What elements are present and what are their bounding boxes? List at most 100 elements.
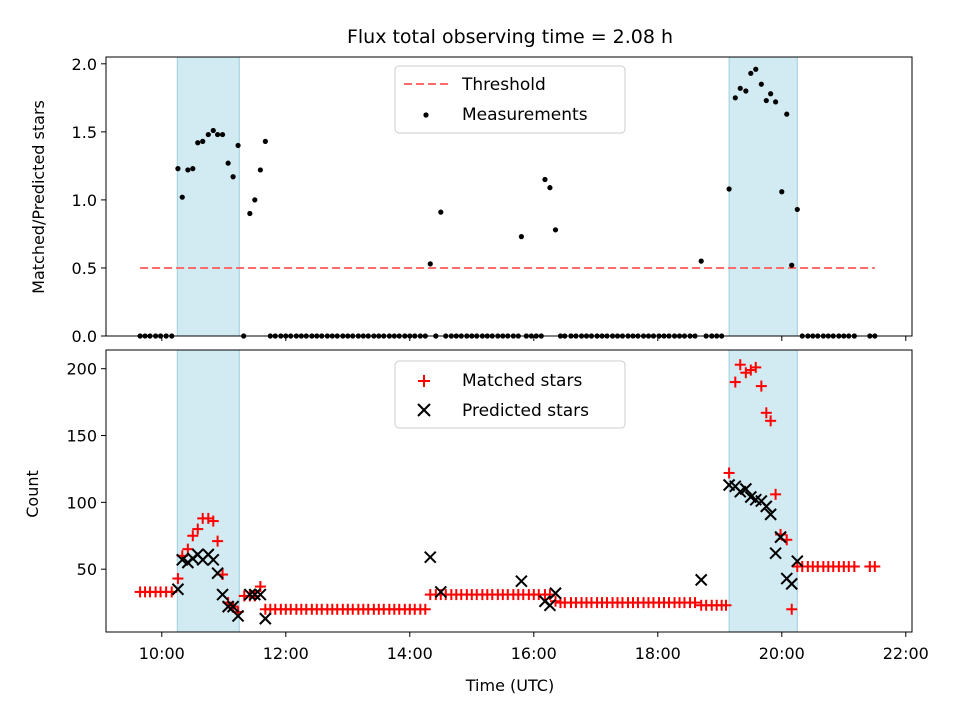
measurement-point	[427, 261, 433, 267]
measurement-point	[748, 70, 754, 76]
y-tick-label: 200	[66, 360, 97, 379]
legend-predicted-marker	[417, 403, 431, 417]
measurement-point	[200, 138, 206, 144]
measurement-point	[789, 262, 795, 268]
measurement-point	[225, 160, 231, 166]
x-tick-label: 10:00	[139, 644, 185, 663]
measurement-point	[768, 91, 774, 97]
measurement-point	[547, 185, 553, 191]
bottom-y-ticks: 50 100 150 200	[66, 360, 106, 579]
predicted-star-point	[171, 583, 185, 596]
y-tick-label: 50	[77, 560, 97, 579]
top-y-axis-label: Matched/Predicted stars	[29, 100, 48, 294]
chart-title: Flux total observing time = 2.08 h	[347, 26, 673, 48]
matched-star-point	[550, 595, 561, 607]
predicted-star-point	[549, 587, 562, 600]
y-tick-label: 0.0	[72, 327, 97, 346]
measurement-point	[185, 167, 191, 173]
measurement-point	[175, 166, 181, 172]
predicted-star-point	[434, 585, 448, 599]
measurement-point	[542, 176, 548, 183]
measurement-point	[552, 227, 559, 233]
y-tick-label: 0.5	[72, 259, 97, 278]
x-tick-label: 20:00	[759, 644, 805, 663]
matched-star-point	[770, 488, 782, 500]
measurement-point	[252, 197, 258, 203]
x-tick-label: 18:00	[635, 644, 681, 663]
bottom-panel: 10:00 12:00 14:00 16:00 18:00 20:00 22:00 50 10…	[23, 349, 929, 695]
predicted-star-point	[211, 566, 224, 580]
predicted-star-point	[791, 554, 804, 568]
predicted-star-point	[785, 577, 798, 591]
shaded-interval	[728, 56, 798, 337]
predicted-star-point	[739, 482, 753, 496]
measurement-point	[698, 258, 704, 264]
matched-star-point	[172, 573, 184, 585]
matched-star-point	[723, 467, 735, 479]
measurement-point	[205, 131, 211, 138]
measurement-point	[758, 81, 764, 87]
measurement-point	[247, 210, 253, 217]
legend-measurements-marker	[423, 112, 429, 118]
y-tick-label: 100	[66, 493, 97, 512]
bottom-shaded-intervals	[176, 349, 798, 633]
matched-star-point	[419, 603, 431, 615]
matched-star-point	[192, 523, 204, 535]
top-panel: 0.00.51.01.52.0 Matched/Predicted stars …	[29, 55, 913, 346]
measurement-point	[438, 209, 444, 215]
legend-threshold-label: Threshold	[461, 75, 546, 95]
predicted-star-point	[254, 588, 267, 601]
predicted-star-point	[248, 588, 262, 601]
measurement-point	[219, 131, 226, 138]
predicted-star-point	[424, 550, 437, 564]
predicted-star-point	[769, 546, 782, 560]
measurement-point	[784, 111, 790, 117]
predicted-stars-points	[171, 478, 804, 625]
y-tick-label: 150	[66, 427, 97, 446]
shaded-interval	[176, 56, 240, 337]
legend-matched-label: Matched stars	[462, 371, 582, 391]
measurement-point	[215, 131, 221, 138]
y-tick-label: 1.0	[72, 191, 97, 210]
matched-star-point	[212, 535, 224, 547]
measurement-point	[753, 66, 759, 72]
matched-star-point	[720, 599, 732, 611]
matched-star-point	[765, 415, 777, 427]
matched-star-point	[750, 361, 762, 373]
matched-star-point	[207, 515, 219, 527]
y-tick-label: 2.0	[72, 55, 97, 74]
measurement-point	[773, 99, 779, 105]
measurement-point	[732, 95, 738, 101]
matched-star-point	[729, 376, 741, 388]
measurement-point	[737, 85, 743, 91]
predicted-star-point	[764, 508, 777, 521]
predicted-star-point	[259, 612, 272, 625]
top-y-ticks: 0.0 0.5 1.0 1.5 2.0	[72, 55, 106, 346]
measurement-point	[794, 206, 800, 213]
measurement-point	[190, 166, 196, 172]
legend-measurements-label: Measurements	[462, 105, 588, 125]
top-legend-box	[394, 65, 626, 134]
predicted-star-point	[231, 609, 245, 623]
predicted-star-point	[243, 588, 257, 601]
predicted-star-point	[216, 588, 229, 601]
measurement-point	[779, 189, 785, 195]
measurement-point	[257, 167, 263, 173]
top-legend: Threshold Measurements	[394, 65, 626, 134]
bottom-legend-box	[394, 360, 626, 429]
measurement-point	[230, 174, 236, 180]
x-tick-label: 14:00	[387, 644, 433, 663]
matched-star-point	[760, 407, 772, 419]
y-tick-label: 1.5	[72, 123, 97, 142]
bottom-y-axis-label: Count	[23, 470, 42, 518]
measurement-point	[179, 194, 185, 200]
predicted-star-point	[515, 575, 528, 588]
bottom-legend: Matched stars Predicted stars	[394, 360, 626, 429]
matched-star-point	[848, 561, 860, 573]
predicted-star-point	[226, 600, 240, 613]
measurement-point	[518, 234, 525, 240]
measurement-point	[210, 127, 216, 134]
matched-star-point	[689, 597, 701, 609]
measurement-point	[726, 186, 732, 192]
